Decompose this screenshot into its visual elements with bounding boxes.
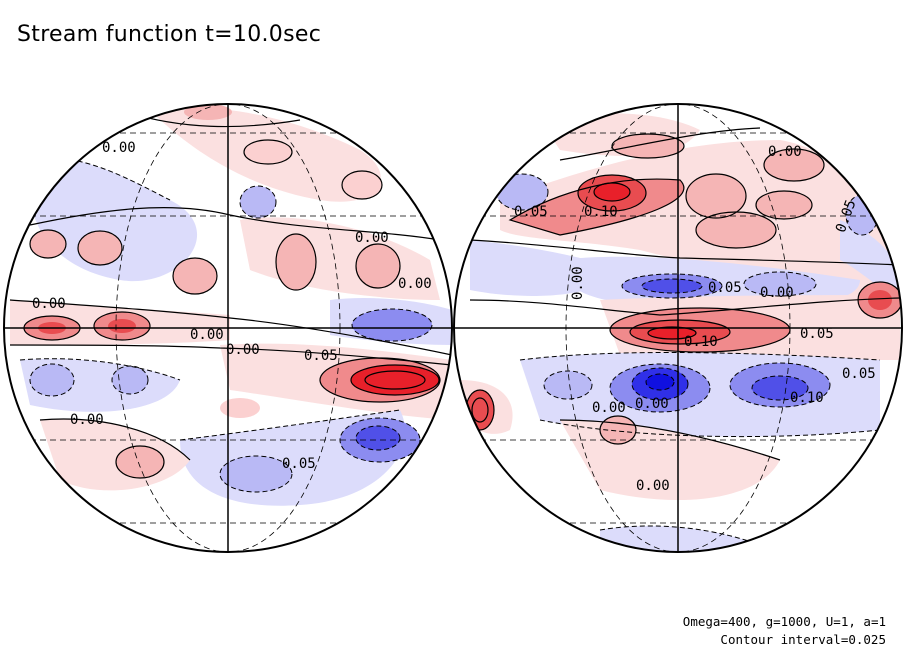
contour-label: 0.00	[635, 396, 669, 412]
contour-label: 0.00	[636, 478, 670, 494]
contour-interval-note: Contour interval=0.025	[720, 632, 886, 647]
contour-label: 0.05	[282, 456, 316, 472]
plot-title: Stream function t=10.0sec	[17, 22, 322, 47]
parameters-note: Omega=400, g=1000, U=1, a=1	[682, 614, 886, 629]
contour-label: 0.05	[304, 348, 338, 364]
contour-label: 0.00	[570, 266, 586, 300]
contour-label: 0.00	[592, 400, 626, 416]
contour-label: 0.05	[842, 366, 876, 382]
left-hemisphere: 0.00 0.00 0.00 0.00 0.00 0.00 0.05 0.00 …	[3, 103, 453, 553]
contour-label: 0.05	[800, 326, 834, 342]
left-contour-labels: 0.00 0.00 0.00 0.00 0.00 0.00 0.05 0.00 …	[32, 140, 432, 472]
contour-label: 0.00	[355, 230, 389, 246]
contour-label: 0.00	[70, 412, 104, 428]
contour-label: 0.10	[790, 390, 824, 406]
contour-label: 0.05	[514, 204, 548, 220]
contour-label: 0.10	[684, 334, 718, 350]
contour-label: 0.00	[760, 285, 794, 301]
contour-label: 0.00	[226, 342, 260, 358]
contour-label: 0.00	[768, 144, 802, 160]
right-contour-labels: 0.05 0.10 0.00 0.05 0.00 0.05 0.00 0.05 …	[514, 144, 876, 494]
contour-label: 0.10	[584, 204, 618, 220]
contour-label: 0.00	[190, 327, 224, 343]
right-hemisphere: 0.05 0.10 0.00 0.05 0.00 0.05 0.00 0.05 …	[453, 103, 903, 553]
contour-label: 0.00	[32, 296, 66, 312]
contour-label: 0.05	[708, 280, 742, 296]
contour-label: 0.00	[398, 276, 432, 292]
contour-label: 0.00	[102, 140, 136, 156]
